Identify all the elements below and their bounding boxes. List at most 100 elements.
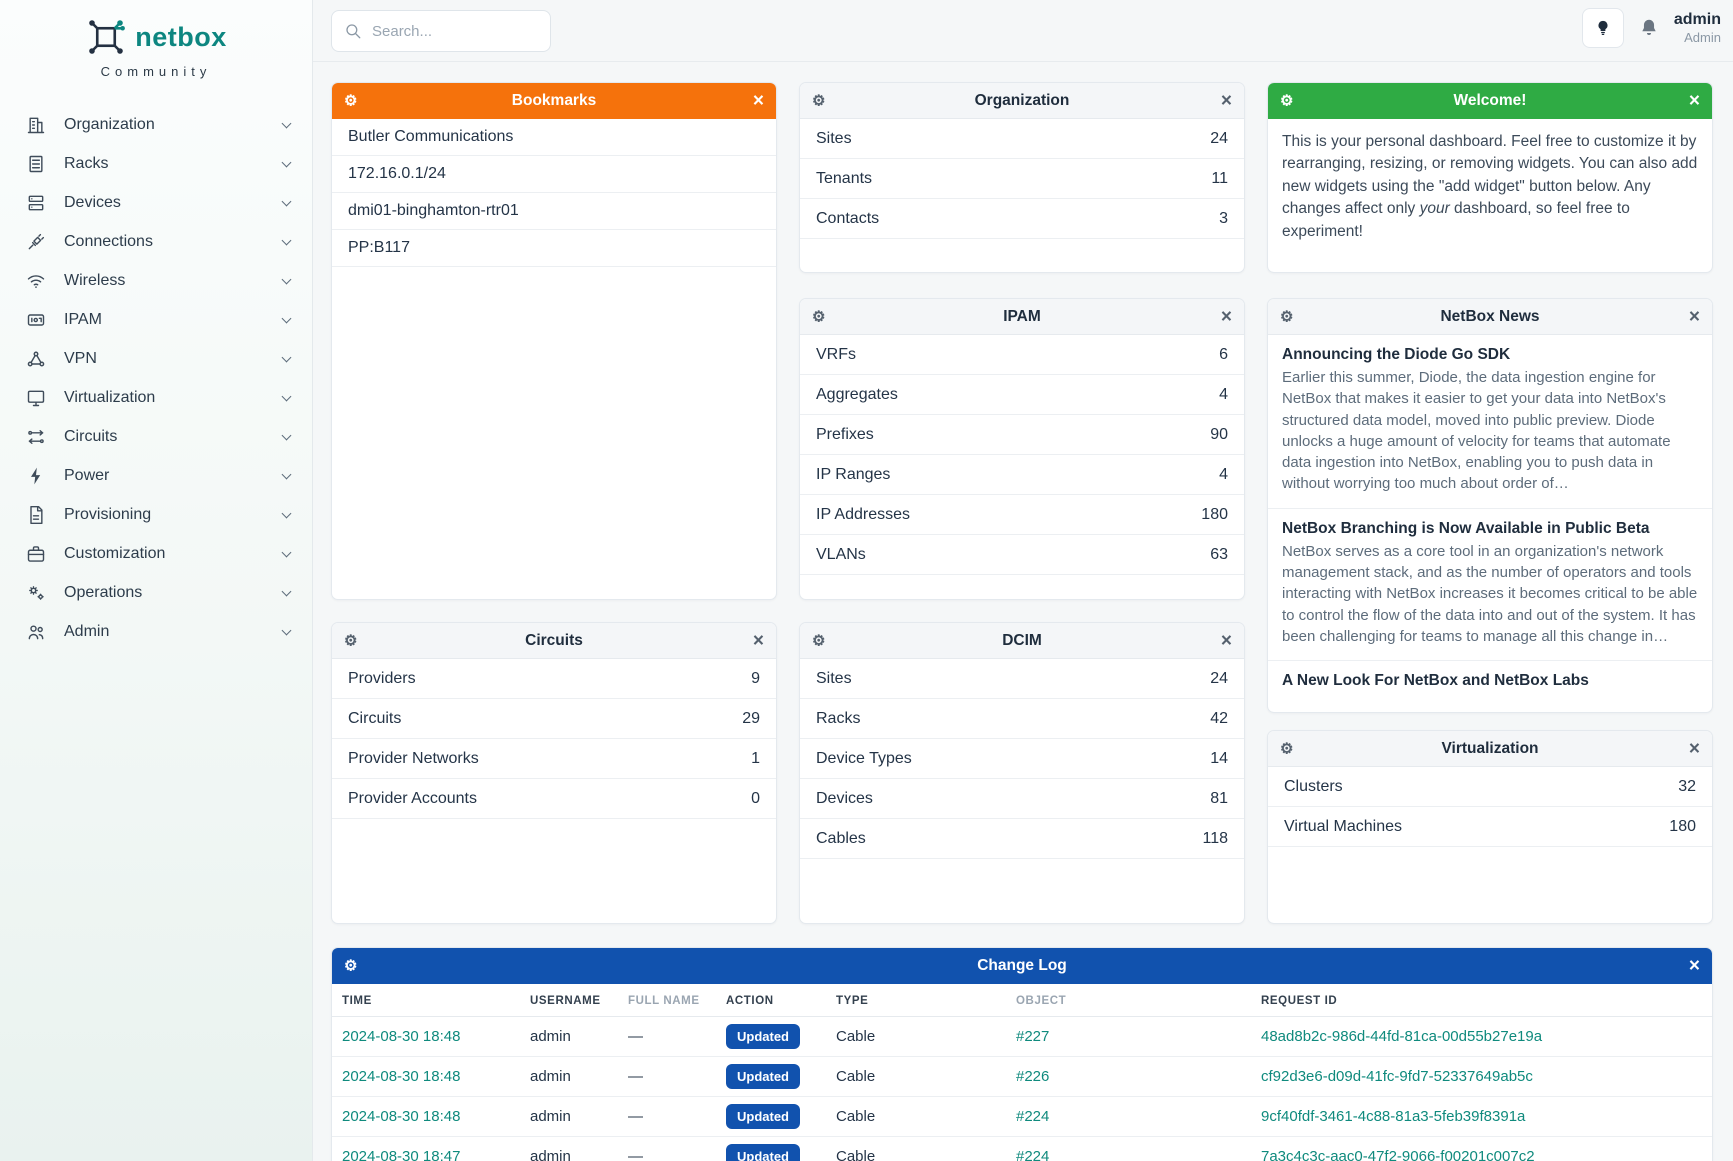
column-header-time[interactable]: TIME xyxy=(332,984,520,1017)
bookmark-item[interactable]: dmi01-binghamton-rtr01 xyxy=(332,193,776,230)
brand[interactable]: netbox Community xyxy=(0,0,312,79)
widget-close-icon[interactable]: × xyxy=(752,630,764,651)
change-time-link[interactable]: 2024-08-30 18:48 xyxy=(342,1108,461,1125)
bookmark-label: PP:B117 xyxy=(348,239,410,256)
stat-row: Devices 81 xyxy=(800,779,1244,819)
stat-label[interactable]: Cables xyxy=(816,829,866,847)
bookmark-item[interactable]: 172.16.0.1/24 xyxy=(332,156,776,193)
sidebar-item-connections[interactable]: Connections xyxy=(0,222,312,261)
stat-label[interactable]: Prefixes xyxy=(816,425,874,443)
request-id-link[interactable]: cf92d3e6-d09d-41fc-9fd7-52337649ab5c xyxy=(1261,1068,1533,1085)
change-time-link[interactable]: 2024-08-30 18:48 xyxy=(342,1068,461,1085)
change-time-link[interactable]: 2024-08-30 18:47 xyxy=(342,1148,461,1161)
gears-icon xyxy=(29,585,44,600)
sidebar-item-label: Organization xyxy=(64,115,155,133)
stat-label[interactable]: Provider Accounts xyxy=(348,789,477,807)
sidebar-item-provisioning[interactable]: Provisioning xyxy=(0,495,312,534)
sidebar-item-power[interactable]: Power xyxy=(0,456,312,495)
news-heading[interactable]: Announcing the Diode Go SDK xyxy=(1282,346,1511,363)
sidebar-item-customization[interactable]: Customization xyxy=(0,534,312,573)
change-object-link[interactable]: #224 xyxy=(1016,1108,1050,1125)
sidebar-item-virtualization[interactable]: Virtualization xyxy=(0,378,312,417)
stat-label[interactable]: Tenants xyxy=(816,169,873,187)
widget-config-icon[interactable]: ⚙ xyxy=(1280,740,1294,757)
change-time-link[interactable]: 2024-08-30 18:48 xyxy=(342,1028,461,1045)
widget-config-icon[interactable]: ⚙ xyxy=(344,957,358,975)
username: admin xyxy=(1673,11,1721,28)
sidebar-item-wireless[interactable]: Wireless xyxy=(0,261,312,300)
stat-label[interactable]: Provider Networks xyxy=(348,749,479,767)
stat-label[interactable]: Sites xyxy=(816,669,852,687)
user-menu[interactable]: admin Admin xyxy=(1674,11,1721,45)
sidebar-item-ipam[interactable]: IPAM xyxy=(0,300,312,339)
stat-label[interactable]: Contacts xyxy=(816,209,880,227)
stat-label[interactable]: Devices xyxy=(816,789,873,807)
bookmark-item[interactable]: PP:B117 xyxy=(332,230,776,267)
column-header-username[interactable]: USERNAME xyxy=(520,984,618,1017)
widget-close-icon[interactable]: × xyxy=(1220,306,1232,327)
widget-config-icon[interactable]: ⚙ xyxy=(1280,308,1294,325)
widget-config-icon[interactable]: ⚙ xyxy=(344,92,358,110)
widget-close-icon[interactable]: × xyxy=(1688,90,1700,112)
sidebar-item-devices[interactable]: Devices xyxy=(0,183,312,222)
widget-config-icon[interactable]: ⚙ xyxy=(812,632,826,649)
search-input[interactable] xyxy=(372,22,532,40)
sidebar-item-vpn[interactable]: VPN xyxy=(0,339,312,378)
news-body: Earlier this summer, Diode, the data ing… xyxy=(1282,369,1671,493)
stat-label[interactable]: Racks xyxy=(816,709,861,727)
stat-label[interactable]: Aggregates xyxy=(816,385,898,403)
change-object-link[interactable]: #226 xyxy=(1016,1068,1050,1085)
stat-label[interactable]: VRFs xyxy=(816,345,856,363)
stat-row: Tenants 11 xyxy=(800,159,1244,199)
welcome-text: This is your personal dashboard. Feel fr… xyxy=(1268,119,1712,255)
bookmark-item[interactable]: Butler Communications xyxy=(332,119,776,156)
stat-label[interactable]: VLANs xyxy=(816,545,866,563)
stat-row: Cables 118 xyxy=(800,819,1244,859)
stat-label[interactable]: Circuits xyxy=(348,709,402,727)
change-object-link[interactable]: #224 xyxy=(1016,1148,1050,1161)
request-id-link[interactable]: 9cf40fdf-3461-4c88-81a3-5feb39f8391a xyxy=(1261,1108,1526,1125)
stat-value: 11 xyxy=(1211,169,1228,187)
sidebar-item-admin[interactable]: Admin xyxy=(0,612,312,651)
widget-config-icon[interactable]: ⚙ xyxy=(812,92,826,109)
sidebar-item-operations[interactable]: Operations xyxy=(0,573,312,612)
stat-label[interactable]: Sites xyxy=(816,129,852,147)
change-object-link[interactable]: #227 xyxy=(1016,1028,1050,1045)
stat-label[interactable]: Device Types xyxy=(816,749,912,767)
widget-config-icon[interactable]: ⚙ xyxy=(1280,92,1294,110)
chevron-down-icon xyxy=(281,196,292,206)
request-id-link[interactable]: 48ad8b2c-986d-44fd-81ca-00d55b27e19a xyxy=(1261,1028,1543,1045)
sidebar-item-racks[interactable]: Racks xyxy=(0,144,312,183)
widget-close-icon[interactable]: × xyxy=(1220,90,1232,111)
stat-label[interactable]: IP Addresses xyxy=(816,505,910,523)
column-header-object[interactable]: OBJECT xyxy=(1006,984,1251,1017)
column-header-action[interactable]: ACTION xyxy=(716,984,826,1017)
stat-value: 3 xyxy=(1219,209,1228,227)
stat-value: 24 xyxy=(1210,669,1228,687)
news-heading[interactable]: NetBox Branching is Now Available in Pub… xyxy=(1282,519,1650,537)
widget-close-icon[interactable]: × xyxy=(1688,738,1700,759)
notifications-bell-icon[interactable] xyxy=(1638,17,1660,39)
news-heading[interactable]: A New Look For NetBox and NetBox Labs xyxy=(1282,672,1589,690)
changelog-widget: ⚙ Change Log × TIME USERNAME FULL NAME A… xyxy=(331,947,1713,1161)
widget-config-icon[interactable]: ⚙ xyxy=(344,632,358,649)
change-fullname: — xyxy=(628,1148,643,1161)
column-header-type[interactable]: TYPE xyxy=(826,984,1006,1017)
sidebar-item-organization[interactable]: Organization xyxy=(0,105,312,144)
widget-close-icon[interactable]: × xyxy=(1688,955,1700,977)
widget-close-icon[interactable]: × xyxy=(1220,630,1232,651)
theme-toggle-button[interactable] xyxy=(1581,8,1624,48)
sidebar-item-circuits[interactable]: Circuits xyxy=(0,417,312,456)
column-header-requestid[interactable]: REQUEST ID xyxy=(1251,984,1712,1017)
column-header-fullname[interactable]: FULL NAME xyxy=(618,984,716,1017)
stat-row: VRFs 6 xyxy=(800,335,1244,375)
stat-label[interactable]: Virtual Machines xyxy=(1284,817,1402,835)
widget-title: DCIM xyxy=(1002,631,1042,649)
stat-label[interactable]: IP Ranges xyxy=(816,465,891,483)
request-id-link[interactable]: 7a3c4c3c-aac0-47f2-9066-f00201c007c2 xyxy=(1261,1148,1535,1161)
widget-config-icon[interactable]: ⚙ xyxy=(812,308,826,325)
stat-label[interactable]: Clusters xyxy=(1284,777,1343,795)
stat-label[interactable]: Providers xyxy=(348,669,416,687)
widget-close-icon[interactable]: × xyxy=(1688,306,1700,327)
widget-close-icon[interactable]: × xyxy=(752,90,764,112)
